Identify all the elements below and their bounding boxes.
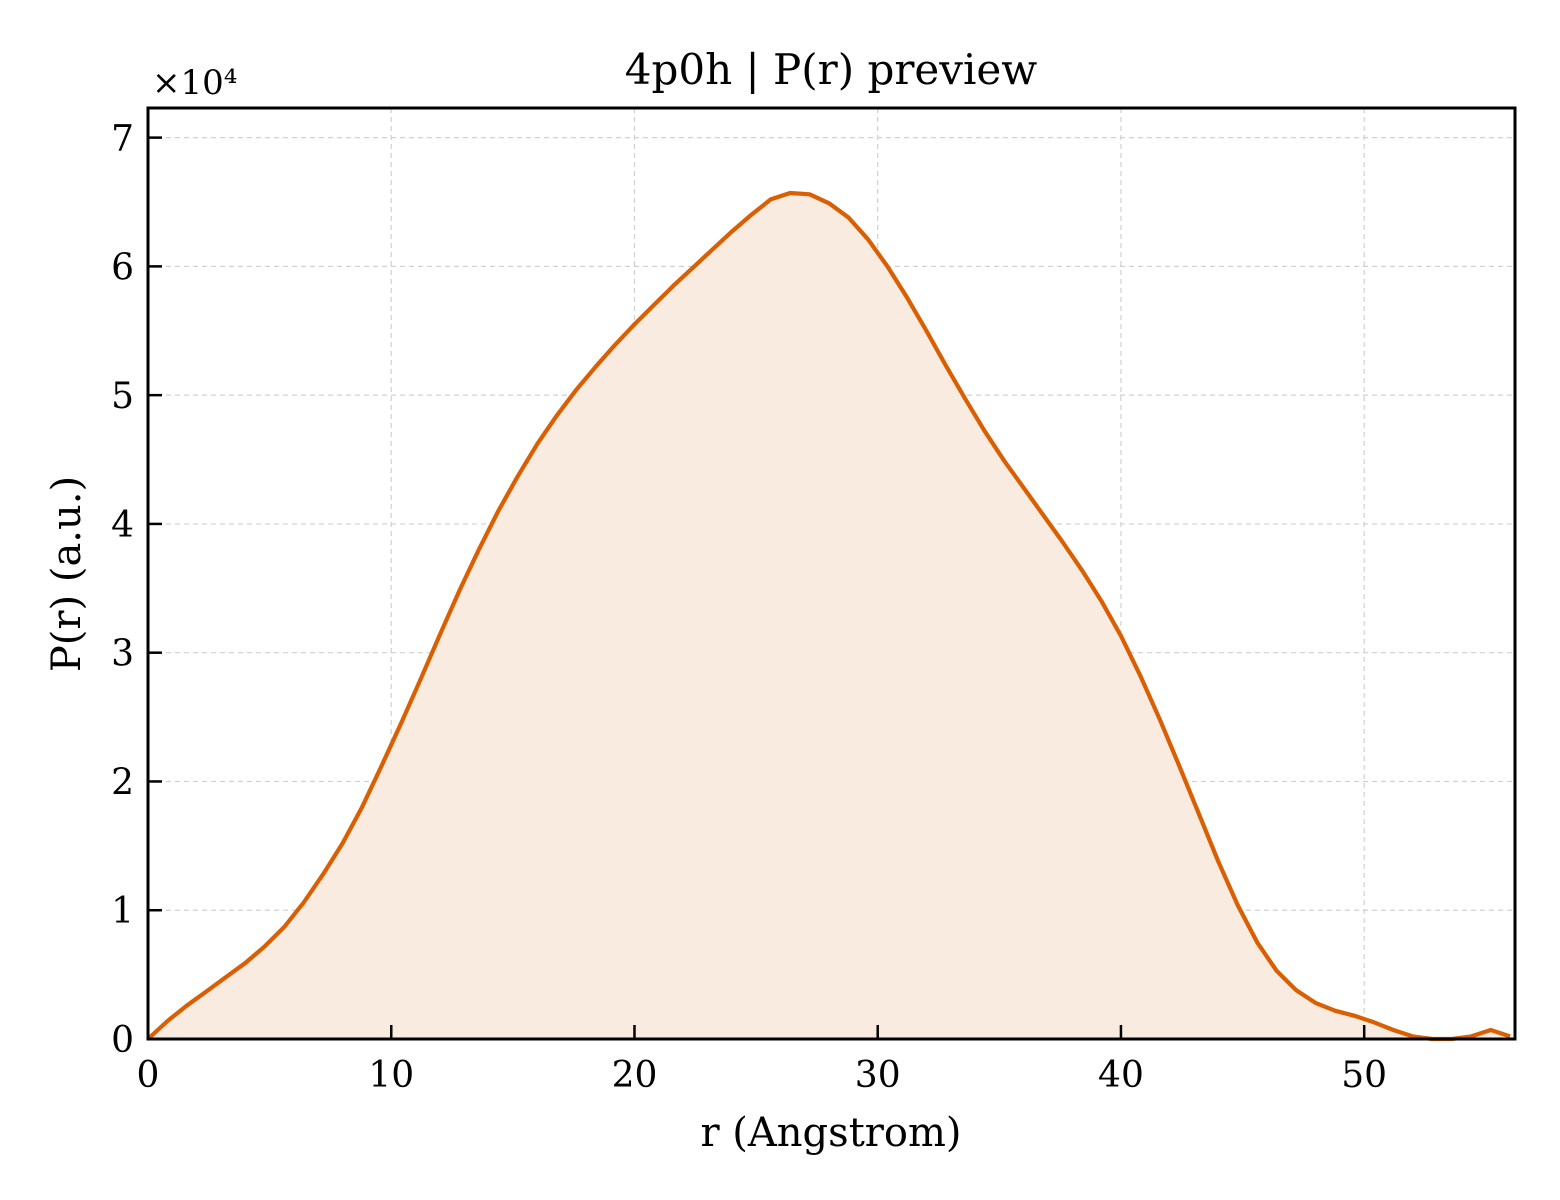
tick-labels: 0 10 20 30 40 50 0 1 2 3 4 5 6 7 — [111, 119, 1387, 1096]
pr-area-fill — [148, 193, 1511, 1039]
y-offset-label: ×10⁴ — [152, 63, 237, 103]
y-tick-label: 5 — [111, 376, 134, 417]
y-tick-label: 7 — [111, 119, 134, 160]
x-tick-label: 50 — [1341, 1055, 1387, 1096]
y-tick-label: 0 — [111, 1020, 134, 1061]
y-tick-label: 4 — [111, 505, 134, 546]
y-tick-label: 6 — [111, 247, 134, 288]
y-tick-label: 2 — [111, 762, 134, 803]
y-tick-label: 3 — [111, 634, 134, 675]
y-axis-label: P(r) (a.u.) — [44, 476, 90, 672]
chart-title: 4p0h | P(r) preview — [625, 45, 1038, 94]
x-tick-label: 40 — [1098, 1055, 1144, 1096]
x-tick-label: 0 — [137, 1055, 160, 1096]
pr-series-line — [146, 190, 1511, 1042]
x-tick-label: 10 — [368, 1055, 414, 1096]
x-tick-label: 20 — [612, 1055, 658, 1096]
plot-frame — [146, 106, 1517, 1041]
x-axis-label: r (Angstrom) — [700, 1110, 961, 1156]
x-tick-label: 30 — [855, 1055, 901, 1096]
y-tick-label: 1 — [111, 891, 134, 932]
